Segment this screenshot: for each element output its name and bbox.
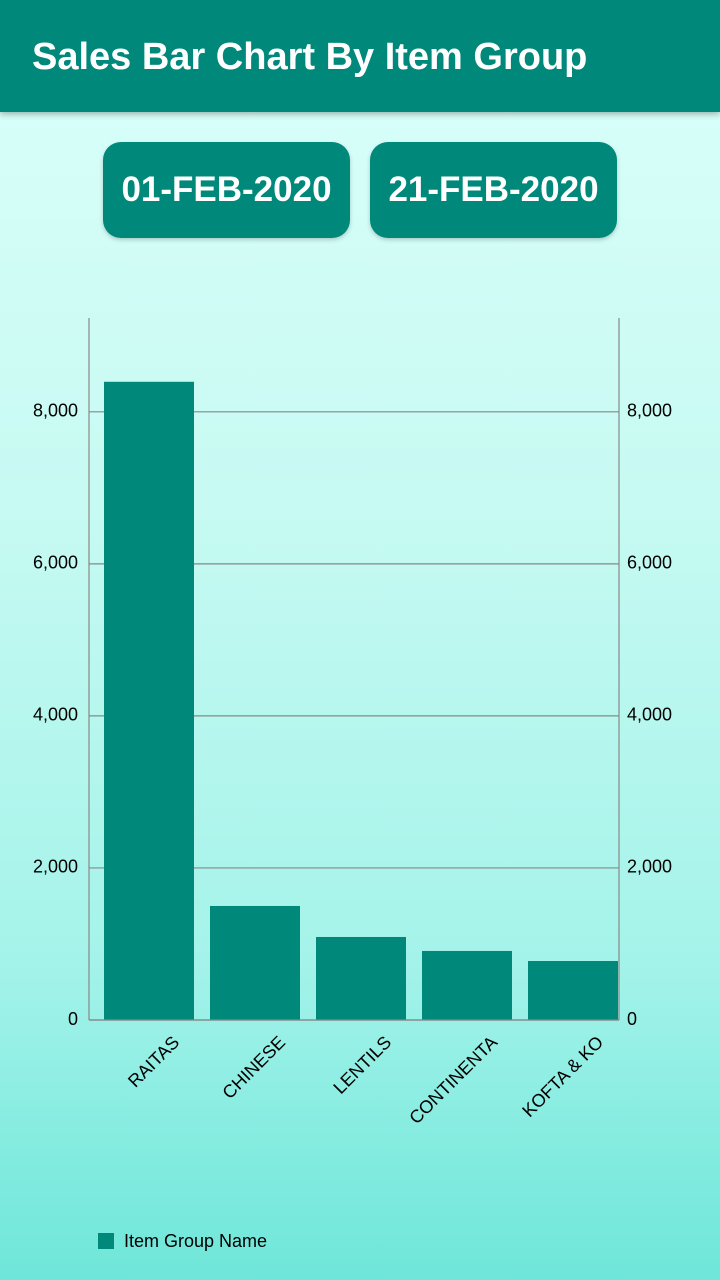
y2-tick-label: 6,000 — [627, 553, 672, 573]
y-tick-label: 2,000 — [33, 857, 78, 877]
y2-tick-label: 4,000 — [627, 705, 672, 725]
x-tick-label: RAITAS — [124, 1032, 183, 1091]
legend-label: Item Group Name — [124, 1231, 267, 1251]
app-title: Sales Bar Chart By Item Group — [32, 36, 588, 78]
start-date-button[interactable]: 01-FEB-2020 — [103, 142, 350, 238]
bar — [422, 950, 512, 1020]
y2-tick-label: 0 — [627, 1009, 637, 1029]
y2-tick-label: 2,000 — [627, 857, 672, 877]
legend-swatch — [98, 1233, 114, 1249]
app-bar: Sales Bar Chart By Item Group — [0, 0, 720, 112]
y-tick-label: 0 — [68, 1009, 78, 1029]
bar — [104, 381, 194, 1020]
y2-tick-label: 8,000 — [627, 401, 672, 421]
x-tick-label: LENTILS — [329, 1032, 395, 1098]
x-tick-label: CONTINENTA — [405, 1032, 501, 1128]
bar — [210, 905, 300, 1020]
end-date-button[interactable]: 21-FEB-2020 — [370, 142, 617, 238]
bar — [528, 961, 618, 1020]
y-tick-label: 4,000 — [33, 705, 78, 725]
y-tick-label: 6,000 — [33, 553, 78, 573]
y-tick-label: 8,000 — [33, 401, 78, 421]
bar — [316, 936, 406, 1020]
x-tick-label: KOFTA & KO — [518, 1032, 607, 1121]
x-tick-label: CHINESE — [218, 1032, 289, 1103]
